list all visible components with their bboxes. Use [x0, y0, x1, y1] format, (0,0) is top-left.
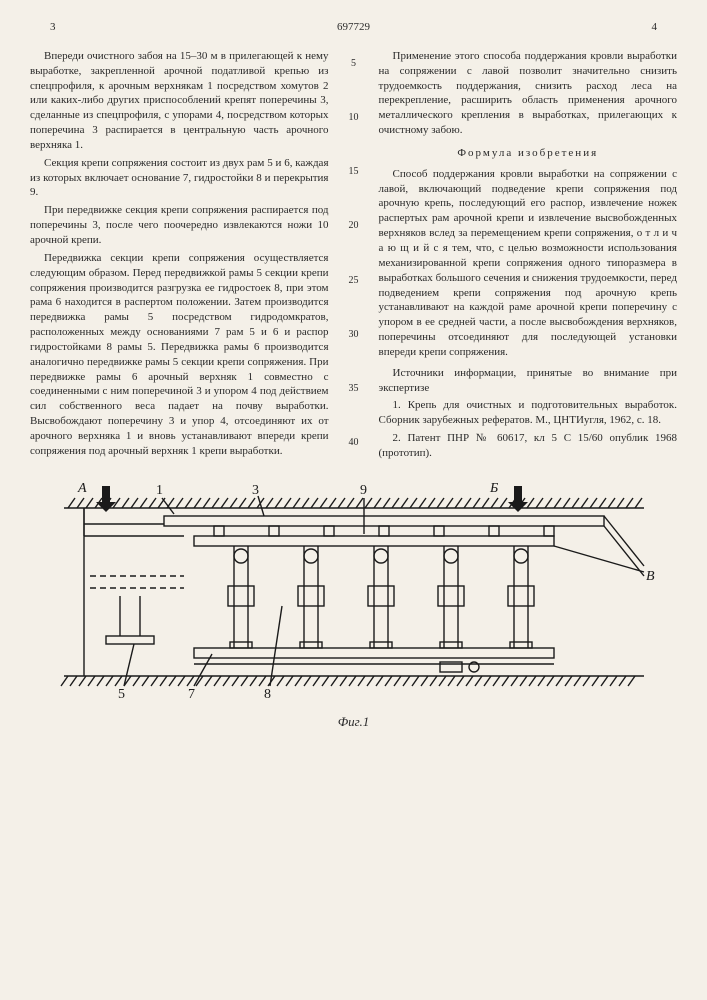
label-5: 5	[118, 687, 125, 702]
para: Впереди очистного забоя на 15–30 м в при…	[30, 49, 329, 153]
sources-title: Источники информации, принятые во вниман…	[379, 366, 678, 396]
page-right: 4	[652, 20, 658, 35]
label-9: 9	[360, 483, 367, 498]
figure-1: А Б В 1 3 9 5 7 8 Фиг.1	[30, 476, 677, 730]
para: Применение этого способа поддержания кро…	[379, 49, 678, 138]
line-number-gutter: 5 10 15 20 25 30 35 40	[347, 49, 361, 464]
label-V: В	[646, 569, 655, 584]
page-left: 3	[50, 20, 56, 35]
source-item: 1. Крепь для очистных и подготовительных…	[379, 398, 678, 428]
label-A: А	[77, 481, 87, 496]
figure-caption: Фиг.1	[30, 713, 677, 731]
source-item: 2. Патент ПНР № 60617, кл 5 С 15/60 опуб…	[379, 431, 678, 461]
line-num: 30	[347, 328, 361, 342]
line-num: 10	[347, 111, 361, 125]
formula-title: Формула изобретения	[379, 146, 678, 161]
para: Секция крепи сопряжения состоит из двух …	[30, 156, 329, 201]
line-num: 25	[347, 274, 361, 288]
patent-number: 697729	[337, 20, 370, 35]
label-B: Б	[489, 481, 498, 496]
para: При передвижке секция крепи сопряжения р…	[30, 203, 329, 248]
right-column: Применение этого способа поддержания кро…	[379, 49, 678, 464]
label-7: 7	[188, 687, 195, 702]
label-3: 3	[252, 483, 259, 498]
label-8: 8	[264, 687, 271, 702]
label-1: 1	[156, 483, 163, 498]
para: Передвижка секции крепи сопряжения осуще…	[30, 251, 329, 459]
line-num: 15	[347, 165, 361, 179]
line-num: 5	[347, 57, 361, 71]
formula-text: Способ поддержания кровли выработки на с…	[379, 167, 678, 360]
line-num: 35	[347, 382, 361, 396]
line-num: 20	[347, 219, 361, 233]
left-column: Впереди очистного забоя на 15–30 м в при…	[30, 49, 329, 464]
line-num: 40	[347, 436, 361, 450]
